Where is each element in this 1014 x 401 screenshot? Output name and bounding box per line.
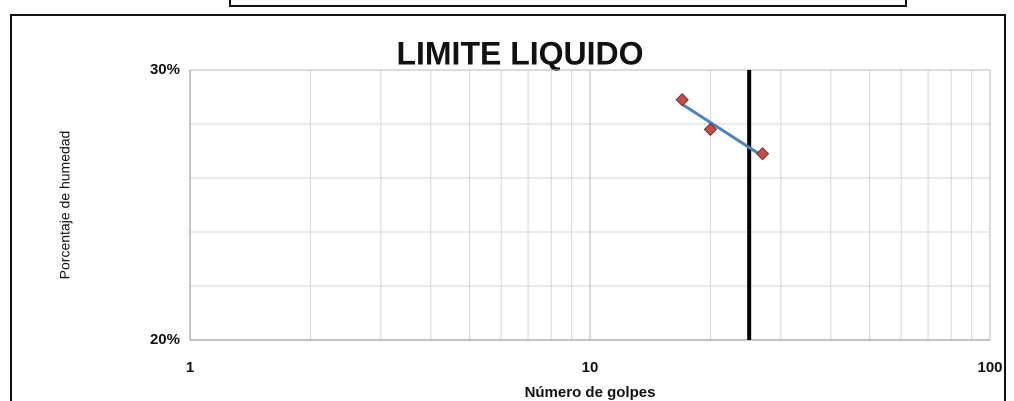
data-point — [675, 92, 689, 107]
x-tick-label: 100 — [977, 359, 1002, 376]
y-axis-label: Porcentaje de humedad — [57, 131, 73, 280]
trendline — [681, 102, 764, 158]
x-tick-label: 1 — [186, 359, 194, 376]
top-box — [229, 0, 907, 7]
data-point — [755, 146, 770, 161]
chart-border — [10, 14, 1006, 401]
data-point — [703, 122, 718, 137]
y-tick-label: 30% — [150, 61, 180, 78]
x-axis-label: Número de golpes — [525, 384, 656, 401]
y-tick-label: 20% — [150, 331, 180, 348]
chart-title: LIMITE LIQUIDO — [396, 35, 643, 71]
x-tick-label: 10 — [582, 359, 599, 376]
